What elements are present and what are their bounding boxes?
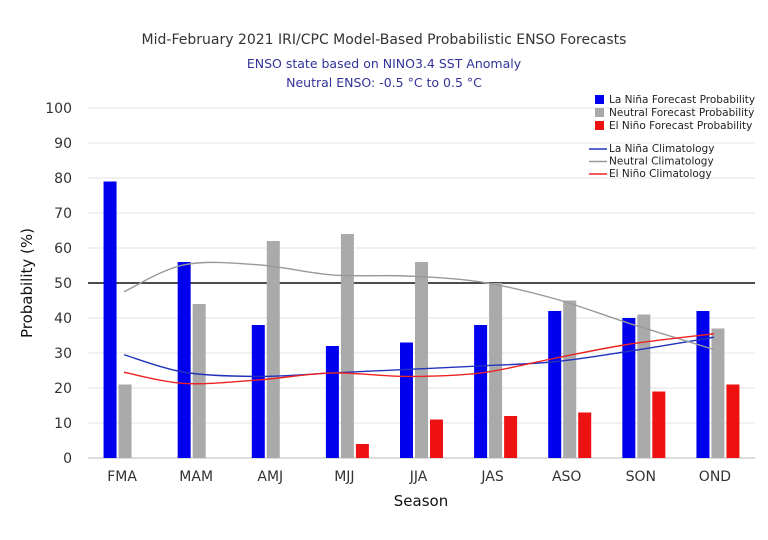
bar-la-ni-a-forecast-probability-mjj <box>325 346 339 458</box>
x-axis-title: Season <box>394 492 448 510</box>
legend-swatch <box>595 108 604 117</box>
y-tick-label: 60 <box>54 241 72 257</box>
climatology-lines <box>123 261 715 385</box>
y-tick-label: 0 <box>63 451 72 467</box>
y-tick-label: 20 <box>54 381 72 397</box>
x-tick-label: MAM <box>179 469 213 485</box>
bar-neutral-forecast-probability-aso <box>563 300 577 458</box>
chart-subtitle-line-2: Neutral ENSO: -0.5 °C to 0.5 °C <box>286 75 482 90</box>
y-tick-label: 70 <box>54 206 72 222</box>
bar-el-ni-o-forecast-probability-mjj <box>355 444 369 458</box>
bar-la-ni-a-forecast-probability-amj <box>251 325 265 458</box>
bar-neutral-forecast-probability-amj <box>266 241 280 458</box>
y-tick-label: 80 <box>54 171 72 187</box>
y-tick-label: 10 <box>54 416 72 432</box>
bar-la-ni-a-forecast-probability-ond <box>696 311 710 458</box>
bar-el-ni-o-forecast-probability-son <box>652 391 666 458</box>
x-tick-label: ASO <box>552 469 581 485</box>
y-axis-title: Probability (%) <box>18 228 36 338</box>
x-tick-label: JJA <box>409 469 428 485</box>
y-tick-label: 30 <box>54 346 72 362</box>
bar-el-ni-o-forecast-probability-ond <box>726 384 740 458</box>
y-tick-label: 50 <box>54 276 72 292</box>
bar-la-ni-a-forecast-probability-fma <box>103 181 117 458</box>
bar-neutral-forecast-probability-son <box>637 314 651 458</box>
legend-swatch <box>595 121 604 130</box>
bar-la-ni-a-forecast-probability-jas <box>474 325 488 458</box>
bar-neutral-forecast-probability-ond <box>711 328 725 458</box>
bar-el-ni-o-forecast-probability-jas <box>504 416 518 458</box>
x-tick-label: JAS <box>480 469 503 485</box>
line-neutral-climatology <box>123 261 715 351</box>
y-tick-label: 40 <box>54 311 72 327</box>
chart-subtitle-line-1: ENSO state based on NINO3.4 SST Anomaly <box>247 56 522 71</box>
bar-el-ni-o-forecast-probability-aso <box>578 412 592 458</box>
bars <box>103 181 740 458</box>
y-axis-ticks: 0 10 20 30 40 50 60 70 80 90 100 <box>45 101 72 467</box>
x-tick-label: OND <box>699 469 731 485</box>
bar-la-ni-a-forecast-probability-aso <box>548 311 562 458</box>
x-tick-label: AMJ <box>257 469 283 485</box>
x-axis-ticks: FMA MAM AMJ MJJ JJA JAS ASO SON OND <box>107 469 731 485</box>
bar-el-ni-o-forecast-probability-jja <box>430 419 443 458</box>
bar-neutral-forecast-probability-mam <box>192 304 206 458</box>
legend-swatch <box>595 95 604 104</box>
bar-la-ni-a-forecast-probability-jja <box>400 342 413 458</box>
x-tick-label: SON <box>626 469 656 485</box>
bar-la-ni-a-forecast-probability-mam <box>177 262 191 458</box>
legend-label: El Niño Climatology <box>609 168 712 180</box>
bar-neutral-forecast-probability-mjj <box>340 234 354 458</box>
x-tick-label: FMA <box>107 469 137 485</box>
y-tick-label: 90 <box>54 136 72 152</box>
x-tick-label: MJJ <box>334 469 354 485</box>
legend-label: La Niña Forecast Probability <box>609 94 755 106</box>
legend-label: Neutral Climatology <box>609 156 714 168</box>
line-la-ni-a-climatology <box>123 336 715 378</box>
legend-label: El Niño Forecast Probability <box>609 120 752 132</box>
legend-label: Neutral Forecast Probability <box>609 107 754 119</box>
bar-neutral-forecast-probability-jja <box>415 262 428 458</box>
bar-neutral-forecast-probability-fma <box>118 384 132 458</box>
legend-label: La Niña Climatology <box>609 143 714 155</box>
line-el-ni-o-climatology <box>123 333 715 385</box>
bar-la-ni-a-forecast-probability-son <box>622 318 636 458</box>
chart-title: Mid-February 2021 IRI/CPC Model-Based Pr… <box>142 32 627 48</box>
y-tick-label: 100 <box>45 101 72 117</box>
